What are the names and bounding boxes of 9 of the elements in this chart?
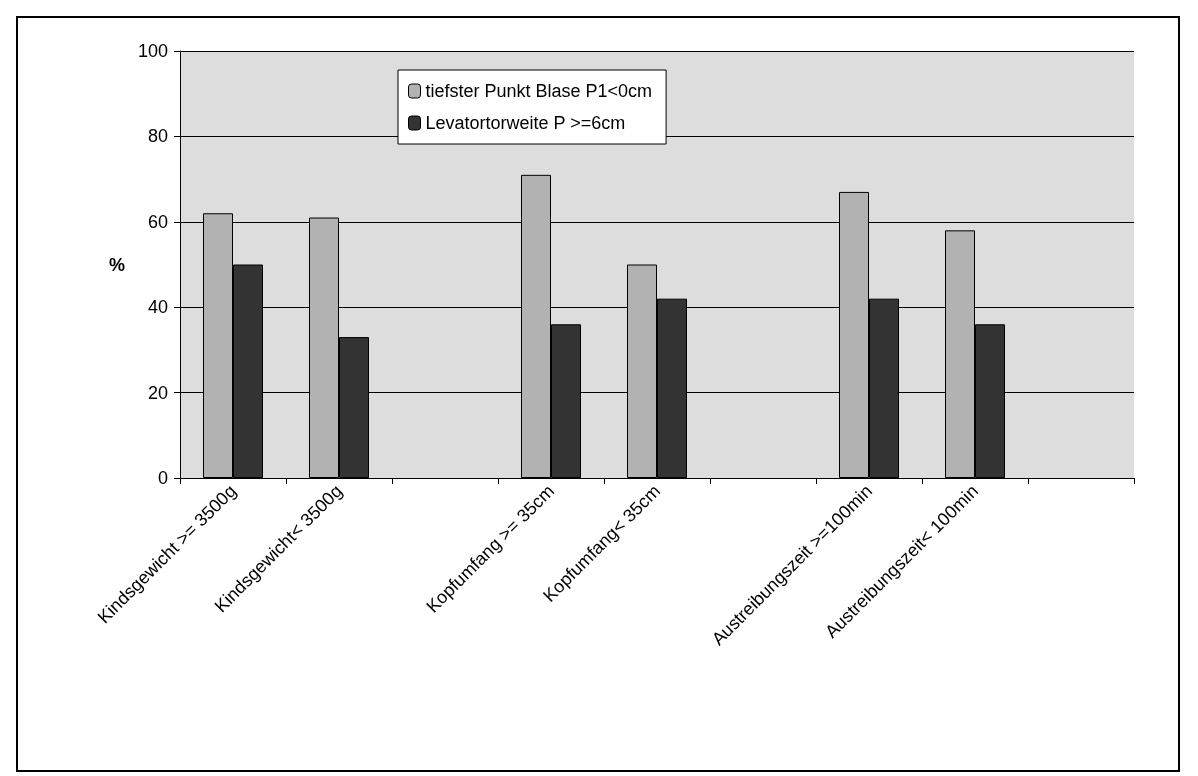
y-tick-label: 60: [147, 211, 168, 232]
y-tick-label: 0: [157, 468, 168, 488]
y-tick-label: 20: [147, 382, 168, 403]
y-tick-label: 40: [147, 297, 168, 318]
legend-label: tiefster Punkt Blase P1<0cm: [425, 81, 653, 101]
y-axis-title: %: [108, 254, 125, 275]
legend-label: Levatortorweite P >=6cm: [425, 113, 626, 133]
y-tick-label: 80: [147, 126, 168, 147]
y-tick-label: 100: [137, 41, 168, 61]
